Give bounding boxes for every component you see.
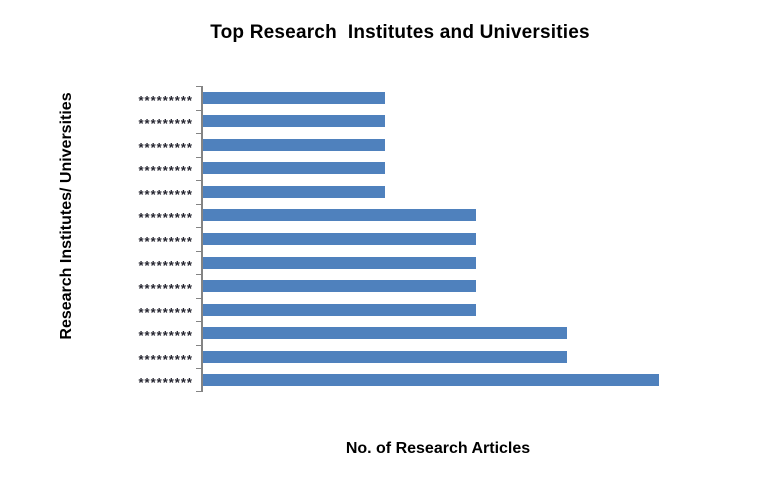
category-label: *********: [138, 281, 193, 297]
category-label: *********: [138, 375, 193, 391]
y-axis-tick: [196, 227, 201, 228]
bar: [203, 280, 476, 293]
category-label: *********: [138, 257, 193, 273]
x-axis-title: No. of Research Articles: [345, 440, 531, 457]
category-label: *********: [138, 163, 193, 179]
bar: [203, 162, 385, 175]
category-label: *********: [138, 186, 193, 202]
y-axis-tick: [196, 133, 201, 134]
y-axis-tick: [196, 274, 201, 275]
y-axis-tick: [196, 157, 201, 158]
bar: [203, 374, 659, 387]
category-label: *********: [138, 116, 193, 132]
bar: [203, 256, 476, 269]
bar: [203, 233, 476, 245]
category-label: *********: [138, 210, 193, 226]
bar: [203, 115, 385, 128]
category-label: *********: [138, 234, 193, 249]
bar: [203, 138, 385, 151]
bar: [203, 303, 476, 316]
category-label: *********: [138, 351, 193, 367]
category-labels: ********* ********* ********* ********* ****…: [0, 86, 197, 392]
bar: [203, 91, 385, 104]
y-axis-tick: [196, 251, 201, 252]
y-axis-tick: [196, 368, 201, 369]
chart-title: Top Research Institutes and Universities: [210, 22, 590, 43]
category-label: *********: [138, 328, 193, 344]
bar: [203, 327, 567, 340]
y-axis-tick: [196, 298, 201, 299]
y-axis-line: [201, 86, 203, 392]
y-axis-tick: [196, 180, 201, 181]
bar: [203, 350, 567, 363]
category-label: *********: [138, 304, 193, 320]
y-axis-tick: [196, 110, 201, 111]
category-label: *********: [138, 92, 193, 108]
bar: [203, 209, 476, 222]
y-axis-tick: [196, 321, 201, 322]
y-axis-tick: [196, 86, 201, 87]
category-label: *********: [138, 139, 193, 155]
y-axis-tick: [196, 204, 201, 205]
plot-area: [196, 86, 743, 392]
y-axis-tick: [196, 345, 201, 346]
y-axis-tick: [196, 391, 201, 392]
bar: [203, 185, 385, 198]
